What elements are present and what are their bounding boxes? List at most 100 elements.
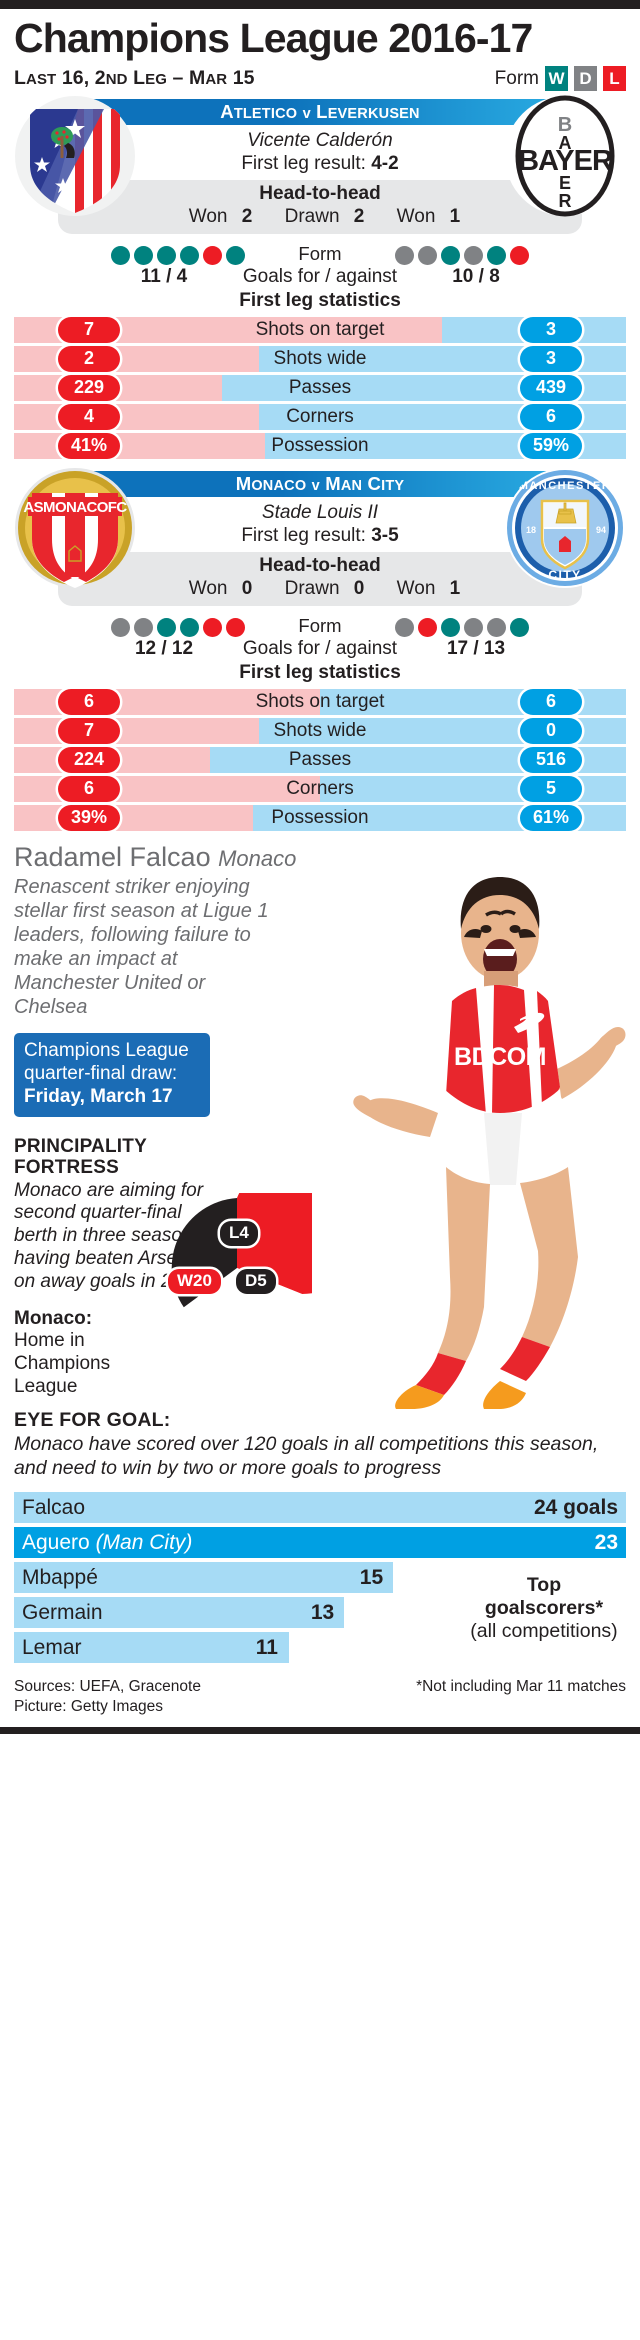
stats-header: First leg statistics <box>239 661 401 683</box>
stat-value-away: 3 <box>520 316 582 343</box>
stat-value-away: 6 <box>520 688 582 715</box>
svg-text:94: 94 <box>596 525 606 535</box>
stat-label: Shots wide <box>273 347 367 369</box>
legend-line-3: (all competitions) <box>470 1620 618 1643</box>
home-form-dots <box>111 245 245 265</box>
goals-label: Goals for / against <box>242 265 398 287</box>
stat-track-home <box>14 432 265 459</box>
masthead: Champions League 2016-17 LAST 16, 2ND LE… <box>14 9 626 99</box>
player-team: Monaco <box>218 845 297 871</box>
h2h-draw: Drawn 2 <box>284 205 365 227</box>
stat-bar-row: Corners 6 5 <box>14 775 626 802</box>
draw-date: Friday, March 17 <box>24 1086 173 1107</box>
stat-value-home: 7 <box>58 316 120 343</box>
h2h-draw: Drawn 0 <box>284 577 365 599</box>
match-title: ATLETICO v LEVERKUSEN <box>220 101 420 122</box>
match-title-band: MONACO v MAN CITY <box>78 470 562 497</box>
stat-track-home <box>14 804 253 831</box>
scorer-row: Lemar 11 <box>14 1632 626 1664</box>
scorer-bar <box>14 1562 394 1594</box>
stat-track-home <box>14 717 259 744</box>
form-dot <box>134 617 153 637</box>
stat-bar-row: Passes 229 439 <box>14 374 626 401</box>
draw-line-1: Champions League <box>24 1040 189 1062</box>
stat-bar-row: Corners 4 6 <box>14 403 626 430</box>
legend-line-2: goalscorers* <box>484 1597 604 1620</box>
h2h-header: Head-to-head <box>259 182 381 204</box>
pie-label-losses: L4 <box>220 1220 258 1246</box>
subtitle: LAST 16, 2ND LEG – MAR 15 <box>14 67 255 89</box>
match-venue: Stade Louis II <box>261 501 379 523</box>
pie-label-draws: D5 <box>236 1268 276 1294</box>
stat-label: Passes <box>288 376 352 398</box>
form-key-draw: D <box>574 66 597 91</box>
stat-bar-row: Shots on target 6 6 <box>14 688 626 715</box>
pie-caption: Monaco: Home in Champions League <box>14 1307 111 1397</box>
scorer-row: Germain 13 <box>14 1597 626 1629</box>
home-form-dots <box>111 617 245 637</box>
form-dot <box>134 245 153 265</box>
away-form-dots <box>395 617 529 637</box>
scorer-row: Falcao 24 goals <box>14 1492 626 1524</box>
stat-bar-row: Passes 224 516 <box>14 746 626 773</box>
crest-atletico <box>14 95 136 217</box>
stat-value-away: 61% <box>520 804 582 831</box>
stat-label: Shots on target <box>255 318 385 340</box>
form-dot <box>226 617 245 637</box>
scorer-name: Lemar <box>22 1635 82 1659</box>
form-dot <box>395 617 414 637</box>
form-dot <box>180 245 199 265</box>
form-dot <box>510 245 529 265</box>
stat-value-away: 516 <box>520 746 582 773</box>
form-dot <box>226 245 245 265</box>
goals-row: 12 / 12 Goals for / against 17 / 13 <box>14 638 626 660</box>
svg-text:18: 18 <box>526 525 536 535</box>
bottom-rule <box>0 1726 640 1734</box>
svg-text:R: R <box>559 191 572 211</box>
stat-label: Shots on target <box>255 690 385 712</box>
form-dot <box>418 245 437 265</box>
stat-bar-row: Shots wide 7 0 <box>14 717 626 744</box>
match-title: MONACO v MAN CITY <box>235 472 405 494</box>
stat-value-home: 7 <box>58 717 120 744</box>
form-dot <box>180 617 199 637</box>
pie-label-wins: W20 <box>168 1268 221 1294</box>
scorer-name: Falcao <box>22 1495 86 1519</box>
subtitle-row: LAST 16, 2ND LEG – MAR 15 Form W D L <box>14 66 626 97</box>
top-rule <box>0 0 640 9</box>
sources-line-2: Picture: Getty Images <box>14 1698 164 1716</box>
player-name: Radamel Falcao <box>14 841 211 872</box>
home-goals: 11 / 4 <box>140 265 188 287</box>
top-scorers-legend: Top goalscorers* (all competitions) <box>464 1574 624 1643</box>
stat-bar-row: Possession 41% 59% <box>14 432 626 459</box>
form-dots-row: Form <box>14 243 626 265</box>
eye-for-goal: EYE FOR GOAL: Monaco have scored over 12… <box>14 1409 626 1481</box>
scorer-bar <box>14 1492 626 1524</box>
form-dot <box>464 617 483 637</box>
goals-label: Goals for / against <box>242 637 398 659</box>
footnote: *Not including Mar 11 matches <box>416 1678 626 1696</box>
h2h-row: Won 0 Drawn 0 Won 1 <box>58 578 582 600</box>
eye-body: Monaco have scored over 120 goals in all… <box>14 1432 599 1479</box>
stat-track-home <box>14 403 259 430</box>
stat-value-away: 3 <box>520 345 582 372</box>
h2h-away: Won 1 <box>396 205 461 227</box>
monaco-home-record-pie: W20 D5 L4 <box>162 1153 372 1343</box>
stat-value-away: 0 <box>520 717 582 744</box>
match-card-monaco-mancity: ASMONACOFC MANCHESTER <box>14 467 626 831</box>
scorer-club: (Man City) <box>95 1530 193 1554</box>
stat-label: Possession <box>271 434 369 456</box>
svg-text:E: E <box>559 173 571 193</box>
stat-value-home: 224 <box>58 746 120 773</box>
svg-text:A: A <box>559 133 572 153</box>
scorer-row: Aguero (Man City) 23 <box>14 1527 626 1559</box>
scorer-name: Aguero (Man City) <box>22 1530 193 1554</box>
player-feature: BDCOM OREZZA Radamel Fa <box>14 841 626 1409</box>
first-leg-result: First leg result: 3-5 <box>78 524 562 549</box>
stat-label: Shots wide <box>273 719 367 741</box>
form-key-label: Form <box>494 67 539 89</box>
stat-bars: Shots on target 6 6 Shots wide 7 0 Passe… <box>14 688 626 831</box>
stat-value-home: 4 <box>58 403 120 430</box>
stat-value-away: 439 <box>520 374 582 401</box>
